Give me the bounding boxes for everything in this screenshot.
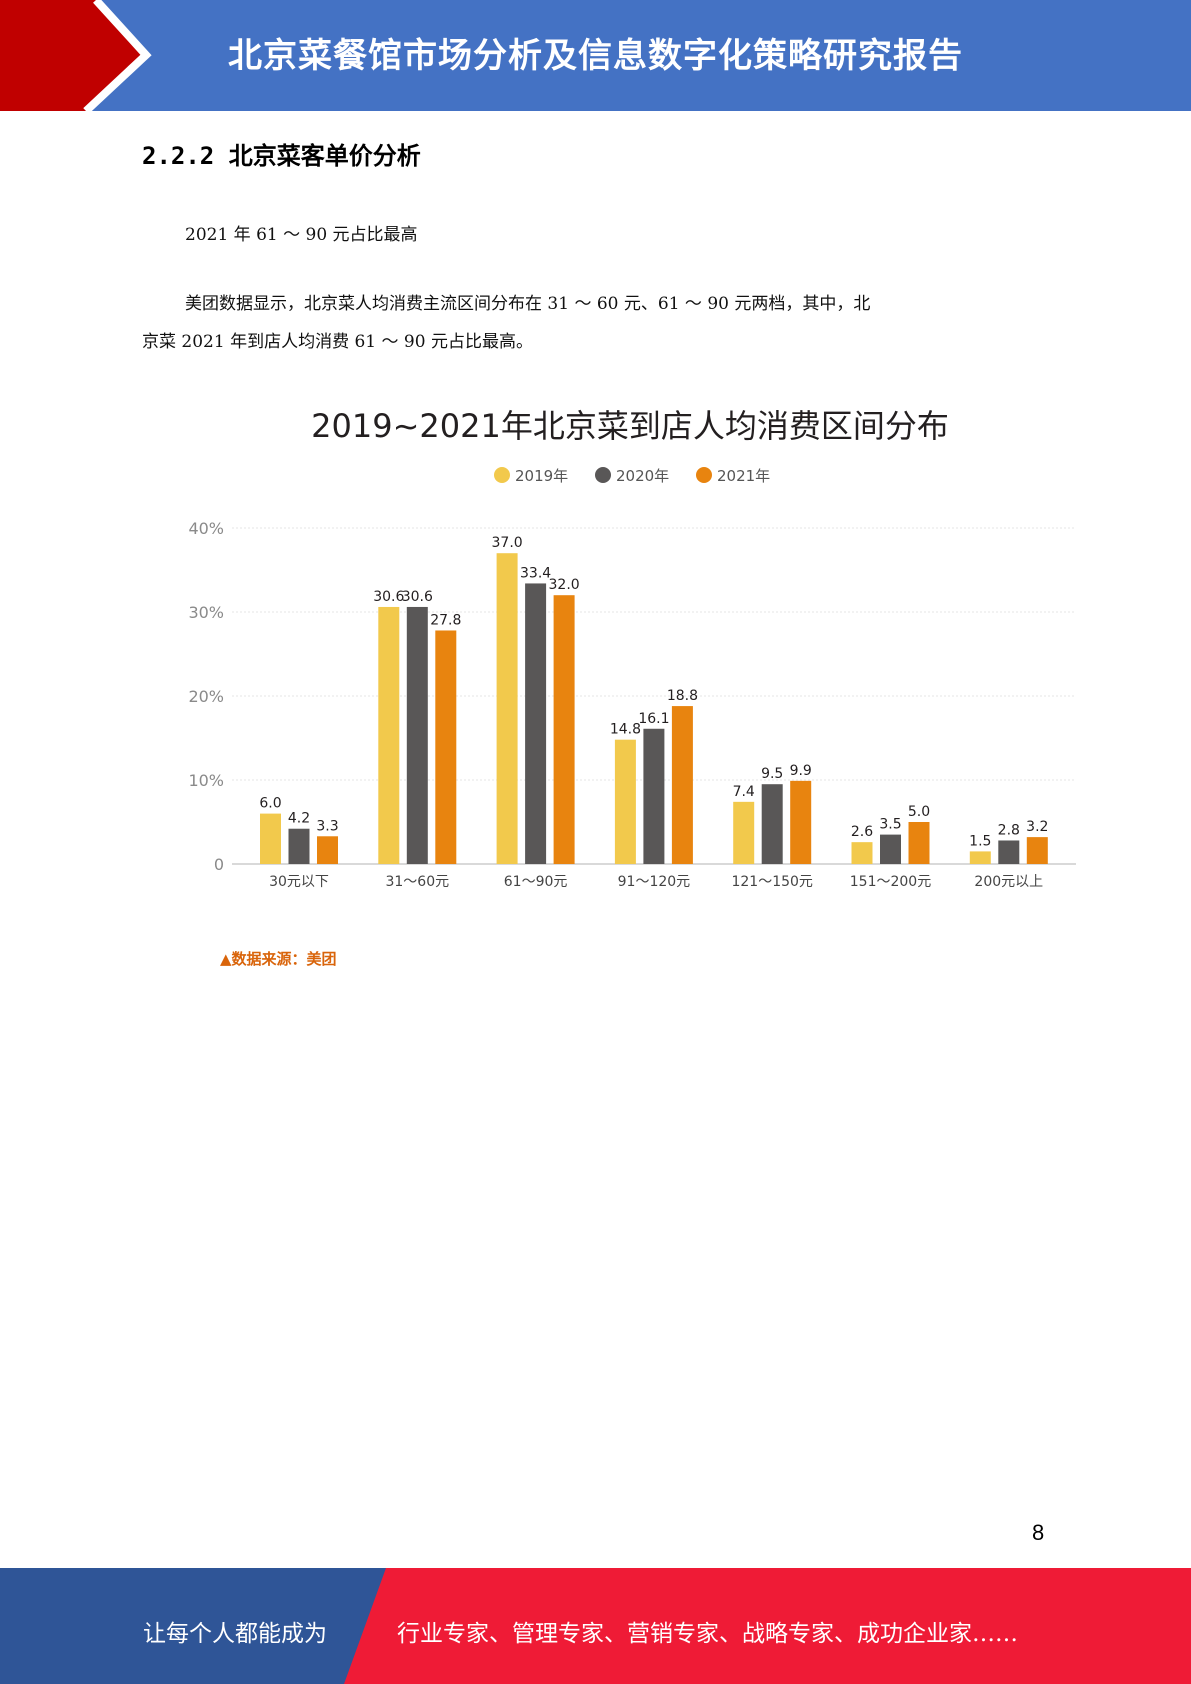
bar bbox=[643, 728, 665, 864]
data-label: 9.9 bbox=[790, 763, 812, 779]
data-label: 2.8 bbox=[998, 822, 1020, 838]
data-label: 18.8 bbox=[667, 688, 698, 704]
y-tick-label: 40% bbox=[188, 519, 224, 538]
x-tick-label: 61～90元 bbox=[504, 874, 568, 890]
legend-label: 2021年 bbox=[717, 467, 770, 485]
bar bbox=[969, 851, 991, 864]
paragraph-line: 京菜 2021 年到店人均消费 61 ～ 90 元占比最高。 bbox=[142, 332, 533, 352]
bar bbox=[553, 595, 575, 864]
subtitle: 2021 年 61 ～ 90 元占比最高 bbox=[185, 225, 418, 245]
data-source: ▲数据来源：美团 bbox=[220, 950, 337, 968]
y-tick-label: 30% bbox=[188, 603, 224, 622]
data-label: 16.1 bbox=[638, 711, 669, 727]
data-label: 4.2 bbox=[288, 811, 310, 827]
bar bbox=[671, 706, 693, 864]
data-label: 30.6 bbox=[402, 589, 433, 605]
data-label: 14.8 bbox=[610, 722, 641, 738]
legend-swatch bbox=[494, 467, 510, 483]
bar bbox=[378, 606, 400, 864]
page-header: 北京菜餐馆市场分析及信息数字化策略研究报告 bbox=[0, 0, 1191, 111]
data-label: 1.5 bbox=[969, 833, 991, 849]
y-tick-label: 20% bbox=[188, 687, 224, 706]
bar bbox=[435, 630, 457, 864]
bar bbox=[880, 834, 901, 864]
data-label: 3.5 bbox=[879, 817, 901, 833]
chart-title: 2019~2021年北京菜到店人均消费区间分布 bbox=[311, 407, 949, 445]
data-label: 33.4 bbox=[520, 565, 551, 581]
report-title: 北京菜餐馆市场分析及信息数字化策略研究报告 bbox=[228, 36, 963, 76]
chart-legend: 2019年 2020年 2021年 bbox=[494, 467, 770, 485]
x-tick-label: 121～150元 bbox=[731, 874, 812, 890]
bar bbox=[496, 553, 518, 864]
x-tick-label: 200元以上 bbox=[974, 874, 1043, 890]
data-label: 3.3 bbox=[316, 818, 338, 834]
x-tick-label: 91～120元 bbox=[618, 874, 691, 890]
data-label: 27.8 bbox=[430, 612, 461, 628]
bar bbox=[733, 801, 755, 864]
y-tick-label: 10% bbox=[188, 771, 224, 790]
page-number: 8 bbox=[1032, 1520, 1045, 1545]
bar bbox=[525, 583, 547, 864]
bar bbox=[614, 739, 636, 864]
bar bbox=[790, 780, 812, 864]
section-heading: 2.2.2 北京菜客单价分析 bbox=[142, 142, 421, 170]
data-label: 5.0 bbox=[908, 804, 930, 820]
bar bbox=[260, 813, 281, 864]
x-tick-label: 151～200元 bbox=[850, 874, 931, 890]
y-tick-label: 0 bbox=[214, 855, 224, 874]
footer-blue-band bbox=[0, 1568, 386, 1684]
bar bbox=[317, 836, 338, 864]
data-label: 6.0 bbox=[259, 796, 281, 812]
bar bbox=[908, 822, 930, 864]
bar bbox=[1026, 837, 1048, 864]
paragraph-line: 美团数据显示，北京菜人均消费主流区间分布在 31 ～ 60 元、61 ～ 90 … bbox=[185, 294, 871, 314]
data-label: 32.0 bbox=[549, 577, 580, 593]
header-arrow-decoration bbox=[0, 0, 152, 111]
x-tick-label: 30元以下 bbox=[269, 874, 329, 890]
data-label: 37.0 bbox=[492, 535, 523, 551]
footer-slogan-left: 让每个人都能成为 bbox=[143, 1621, 327, 1647]
data-label: 30.6 bbox=[373, 589, 404, 605]
data-label: 2.6 bbox=[851, 824, 873, 840]
legend-swatch bbox=[595, 467, 611, 483]
page-footer: 让每个人都能成为 行业专家、管理专家、营销专家、战略专家、成功企业家…… bbox=[0, 1568, 1191, 1684]
legend-label: 2020年 bbox=[616, 467, 669, 485]
bar-chart: 2019~2021年北京菜到店人均消费区间分布 2019年 2020年 2021年 … bbox=[188, 407, 1076, 968]
bar bbox=[288, 828, 310, 864]
bar bbox=[998, 840, 1020, 864]
bar bbox=[851, 842, 873, 864]
legend-swatch bbox=[696, 467, 712, 483]
data-label: 9.5 bbox=[761, 766, 783, 782]
footer-slogan-right: 行业专家、管理专家、营销专家、战略专家、成功企业家…… bbox=[397, 1621, 1018, 1647]
data-label: 7.4 bbox=[733, 784, 755, 800]
data-label: 3.2 bbox=[1026, 819, 1048, 835]
bar bbox=[406, 606, 428, 864]
legend-label: 2019年 bbox=[515, 467, 568, 485]
bar bbox=[761, 784, 783, 864]
x-tick-label: 31～60元 bbox=[385, 874, 449, 890]
